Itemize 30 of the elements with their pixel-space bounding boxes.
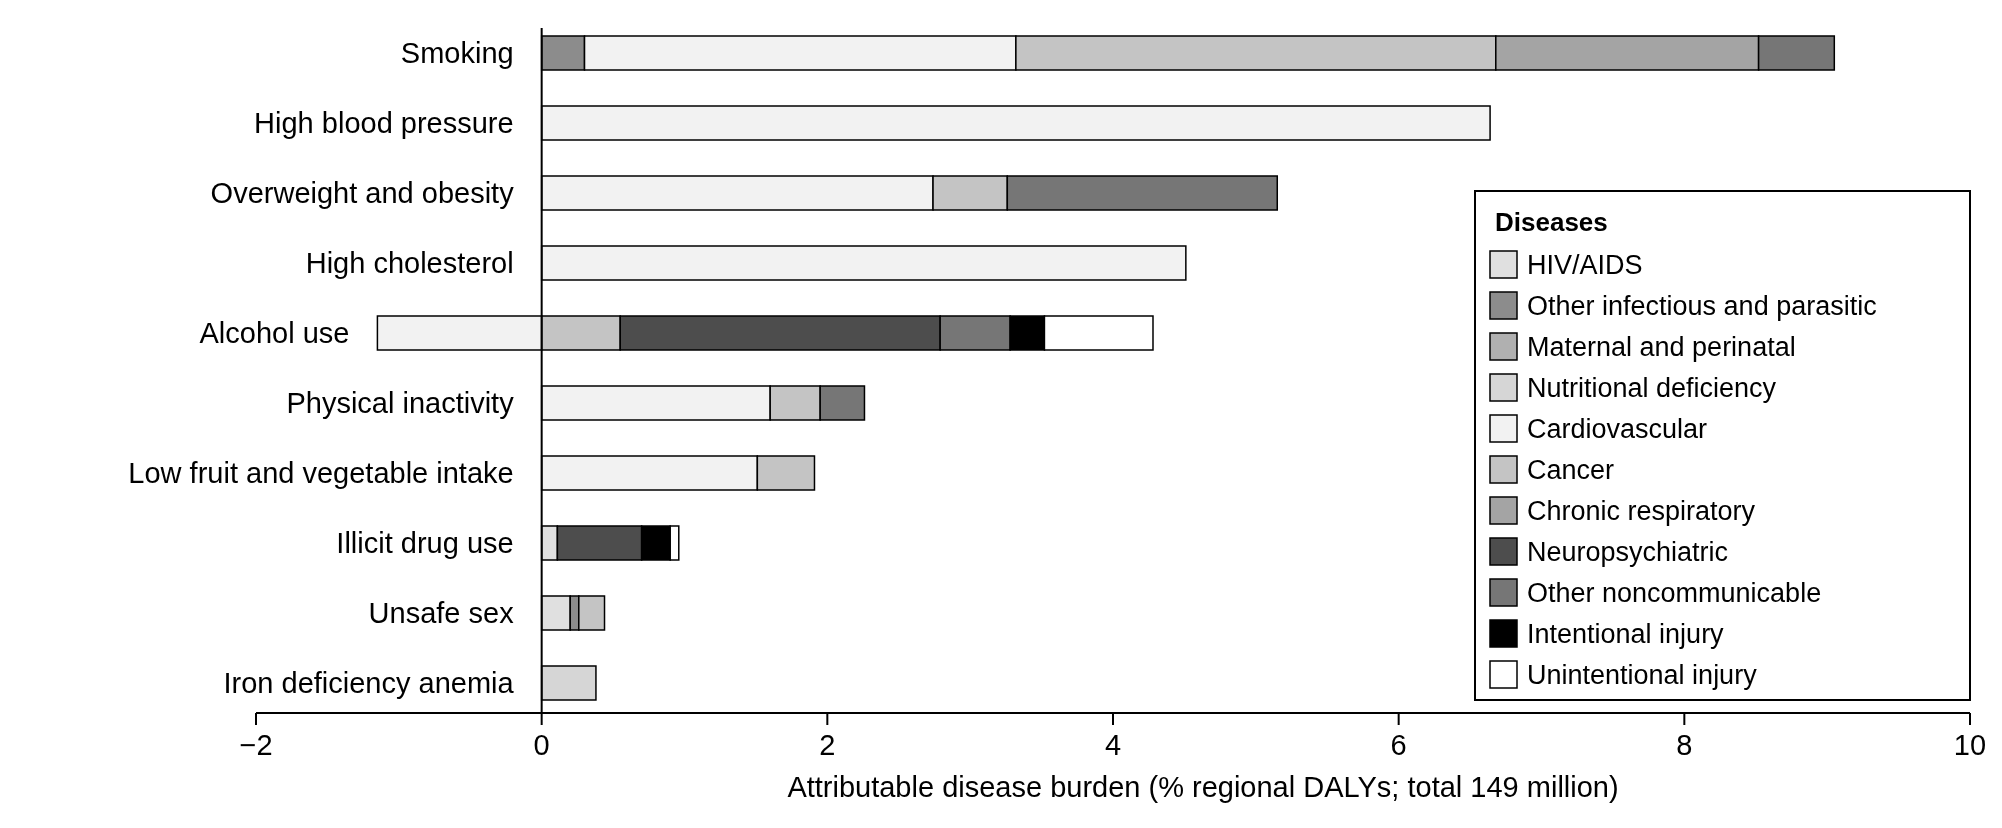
legend-title: Diseases [1495, 207, 1608, 237]
x-axis-title: Attributable disease burden (% regional DALYs; total 149 million) [787, 771, 1619, 803]
legend-label: Other noncommunicable [1527, 578, 1822, 608]
legend-label: Nutritional deficiency [1527, 373, 1777, 403]
y-tick-label: High blood pressure [254, 107, 514, 139]
legend-label: Cancer [1527, 455, 1615, 485]
x-tick-label: 8 [1676, 729, 1693, 761]
y-tick-label: Iron deficiency anemia [223, 667, 515, 699]
legend-label: Cardiovascular [1527, 414, 1708, 444]
x-tick-label: 6 [1390, 729, 1407, 761]
legend-label: Unintentional injury [1527, 660, 1758, 690]
legend-label: HIV/AIDS [1527, 250, 1643, 280]
y-tick-label: Physical inactivity [286, 387, 515, 419]
y-tick-label: Low fruit and vegetable intake [128, 457, 514, 489]
y-tick-label: Alcohol use [199, 317, 350, 349]
x-tick-label: −2 [239, 729, 273, 761]
legend-label: Chronic respiratory [1527, 496, 1756, 526]
y-tick-label: Illicit drug use [336, 527, 514, 559]
y-tick-label: Unsafe sex [368, 597, 515, 629]
x-tick-label: 4 [1104, 729, 1122, 761]
legend-label: Neuropsychiatric [1527, 537, 1729, 567]
legend-label: Other infectious and parasitic [1527, 291, 1877, 321]
y-tick-label: High cholesterol [305, 247, 514, 279]
y-tick-label: Smoking [400, 37, 514, 69]
x-tick-label: 10 [1953, 729, 1987, 761]
legend-label: Maternal and perinatal [1527, 332, 1796, 362]
x-tick-label: 0 [533, 729, 550, 761]
x-tick-label: 2 [819, 729, 836, 761]
y-tick-label: Overweight and obesity [210, 177, 515, 209]
legend-label: Intentional injury [1527, 619, 1725, 649]
